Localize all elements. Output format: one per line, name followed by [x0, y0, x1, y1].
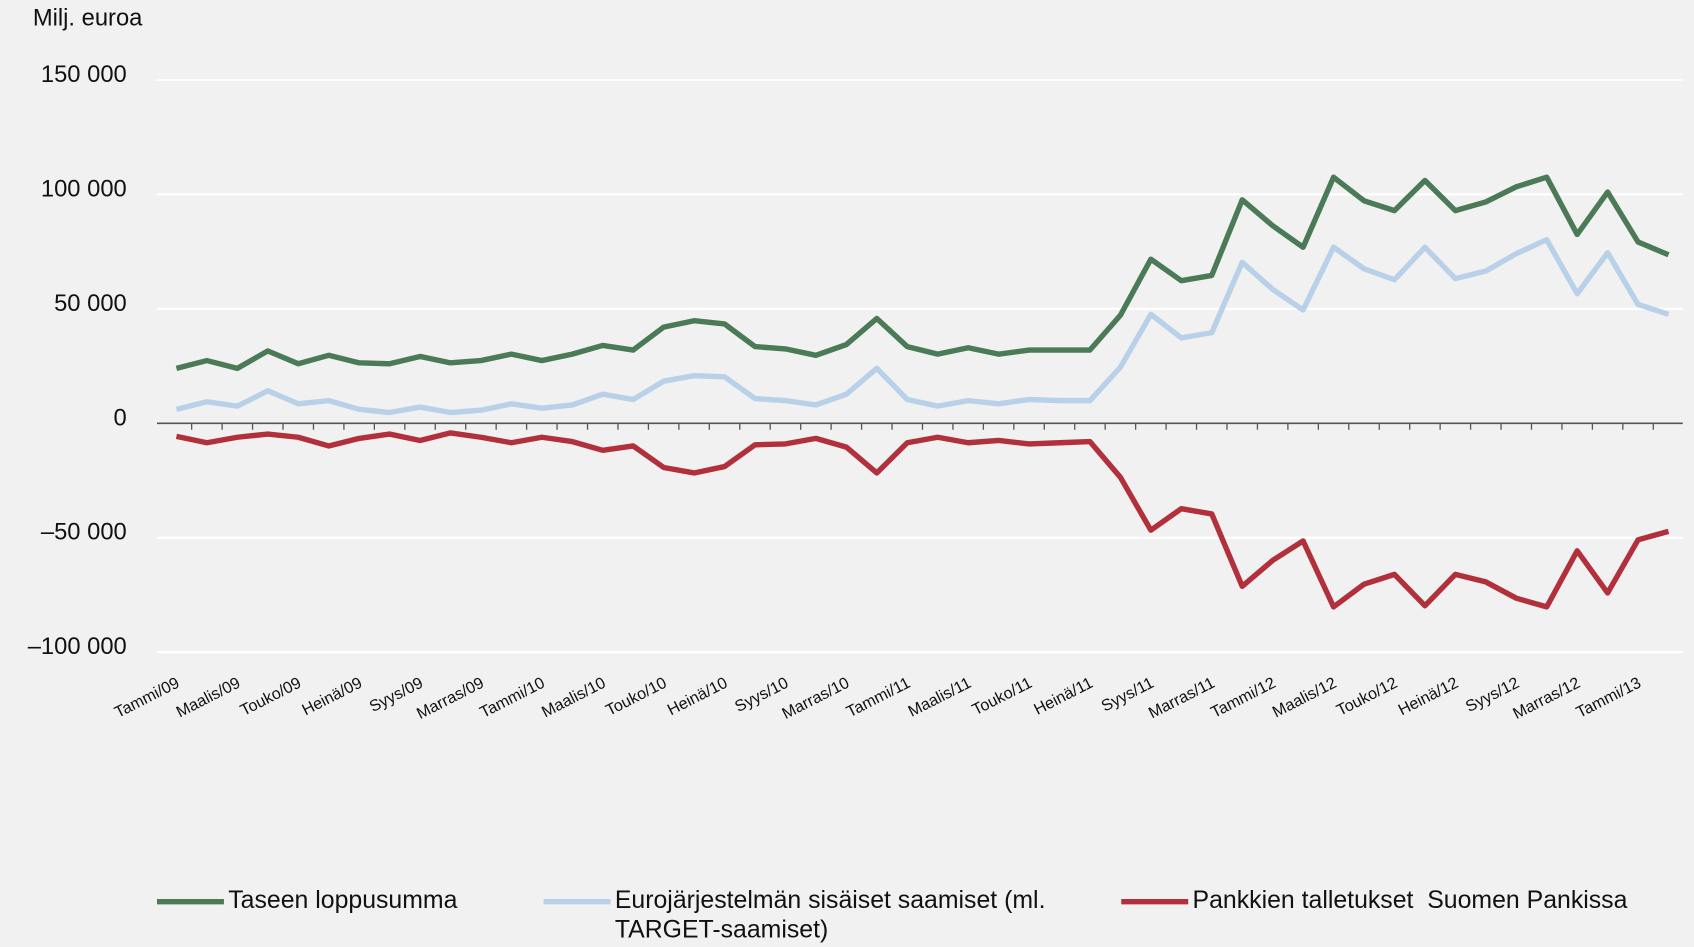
x-tick-label: Marras/11 — [1146, 674, 1218, 723]
series-line — [175, 430, 1670, 610]
x-tick-label: Heinä/12 — [1395, 674, 1461, 719]
legend-label: Pankkien talletukset Suomen Pankissa — [1192, 885, 1628, 914]
y-tick-label: –50 000 — [41, 519, 127, 546]
y-axis-label: Milj. euroa — [33, 5, 143, 32]
x-tick-label: Marras/12 — [1510, 674, 1583, 723]
series-line — [175, 236, 1670, 416]
x-tick-label: Tammi/12 — [1208, 674, 1279, 722]
x-tick-label: Maalis/09 — [173, 674, 243, 721]
legend-label: Taseen loppusumma — [228, 885, 458, 914]
y-tick-label: 50 000 — [54, 290, 127, 317]
y-tick-label: 100 000 — [41, 175, 127, 202]
series-line — [175, 174, 1670, 372]
x-tick-label: Maalis/10 — [539, 674, 609, 721]
x-tick-label: Marras/10 — [779, 674, 852, 723]
legend-item: Eurojärjestelmän sisäiset saamiset (ml. … — [614, 885, 1046, 943]
x-tick-label: Tammi/13 — [1573, 674, 1644, 722]
x-tick-label: Heinä/10 — [665, 674, 731, 719]
x-tick-label: Touko/12 — [1334, 674, 1401, 720]
x-tick-label: Tammi/11 — [844, 674, 914, 721]
y-tick-label: 0 — [114, 404, 127, 431]
x-tick-label: Tammi/09 — [112, 674, 183, 722]
x-tick-label: Marras/09 — [414, 674, 487, 723]
x-tick-label: Touko/09 — [237, 674, 304, 720]
y-tick-label: 150 000 — [41, 61, 127, 88]
x-tick-label: Maalis/12 — [1270, 674, 1340, 721]
x-tick-label: Touko/11 — [969, 674, 1035, 719]
legend-item: Pankkien talletukset Suomen Pankissa — [1192, 885, 1628, 914]
x-tick-label: Tammi/10 — [477, 674, 548, 722]
y-tick-label: –100 000 — [28, 633, 127, 660]
x-tick-label: Heinä/11 — [1031, 674, 1096, 719]
x-tick-label: Heinä/09 — [299, 674, 365, 719]
x-tick-label: Touko/10 — [603, 674, 670, 720]
legend-item: Taseen loppusumma — [228, 885, 458, 914]
x-tick-label: Maalis/11 — [905, 674, 974, 721]
legend-label: Eurojärjestelmän sisäiset saamiset (ml. … — [614, 885, 1046, 943]
